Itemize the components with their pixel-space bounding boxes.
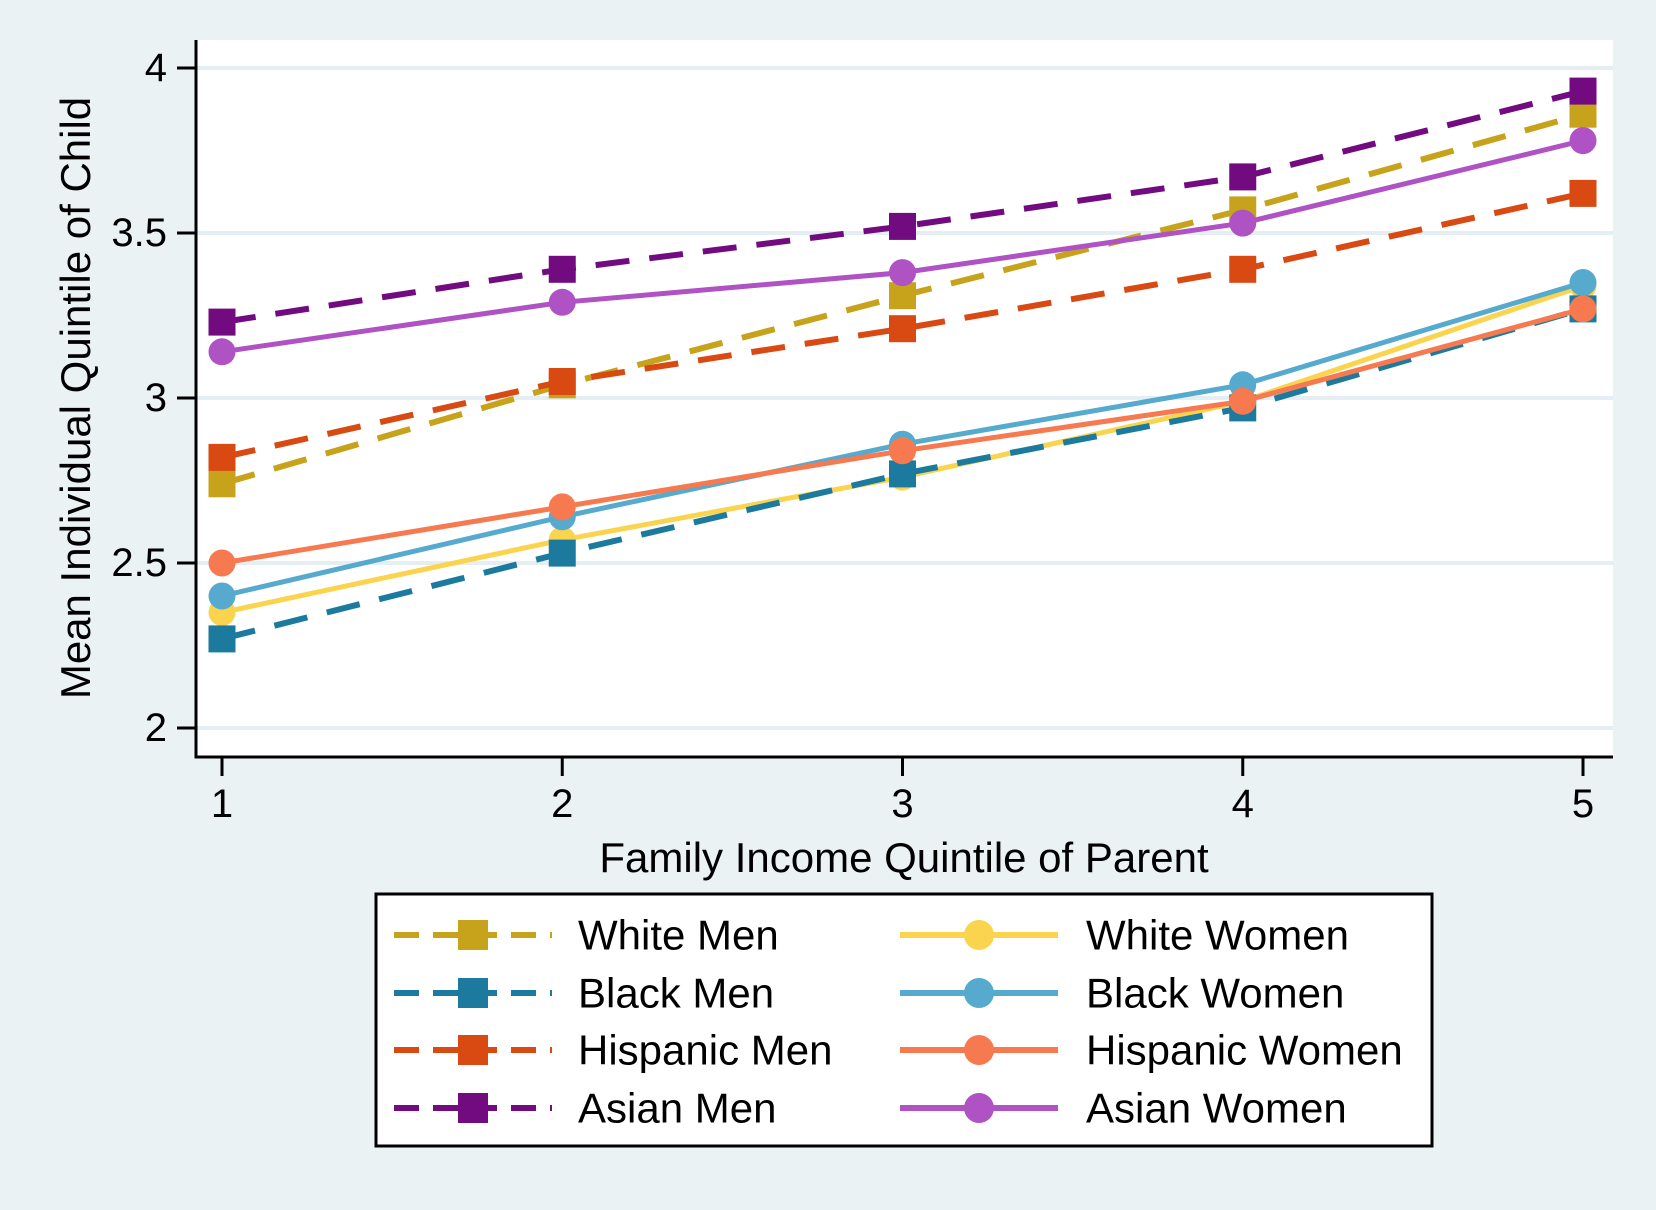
series-line-asian-men <box>221 88 1584 326</box>
legend-marker-square-white-men <box>458 920 488 950</box>
legend-label-white-men: White Men <box>578 912 779 959</box>
marker-circle-hispanic-women <box>548 493 576 521</box>
x-axis-title: Family Income Quintile of Parent <box>599 834 1209 881</box>
x-tick-label-2: 2 <box>551 782 573 826</box>
marker-circle-black-women <box>208 582 236 610</box>
marker-square-hispanic-men <box>1229 255 1257 283</box>
marker-circle-asian-women <box>548 288 576 316</box>
legend-label-black-men: Black Men <box>578 970 774 1017</box>
legend-item-asian-women: Asian Women <box>900 1085 1347 1132</box>
marker-square-hispanic-men <box>1569 179 1597 207</box>
y-axis-title: Mean Individual Quintile of Child <box>52 97 99 699</box>
marker-circle-hispanic-women <box>889 437 916 465</box>
axis-tick-labels: 22.533.541 2 3 4 5 <box>111 46 1594 826</box>
legend-marker-circle-white-women <box>964 920 994 950</box>
marker-square-asian-men <box>1229 163 1257 191</box>
series-line-hispanic-men <box>221 190 1584 461</box>
marker-square-black-men <box>548 539 576 567</box>
marker-square-hispanic-men <box>889 315 916 343</box>
legend: White Men Black Men Hispanic Men Asian Men W… <box>374 892 1434 1148</box>
legend-marker-square-hispanic-men <box>458 1035 488 1065</box>
legend-label-hispanic-men: Hispanic Men <box>578 1027 832 1074</box>
marker-circle-asian-women <box>889 259 916 287</box>
series-asian-women <box>208 127 1597 366</box>
x-tick-label-5: 5 <box>1572 782 1594 826</box>
marker-square-white-men <box>1569 100 1597 128</box>
marker-square-white-men <box>889 282 916 310</box>
legend-item-white-women: White Women <box>900 912 1349 959</box>
series-hispanic-men <box>208 179 1597 471</box>
marker-circle-hispanic-women <box>1569 295 1597 323</box>
marker-square-black-men <box>208 625 236 653</box>
marker-square-hispanic-men <box>208 443 236 471</box>
marker-circle-asian-women <box>1569 127 1597 155</box>
x-tick-label-3: 3 <box>891 782 913 826</box>
marker-square-hispanic-men <box>548 368 576 395</box>
legend-label-hispanic-women: Hispanic Women <box>1086 1027 1403 1074</box>
y-tick-label-2.5: 2.5 <box>111 541 167 585</box>
marker-square-asian-men <box>1569 77 1597 105</box>
marker-circle-hispanic-women <box>1229 387 1257 415</box>
legend-marker-circle-black-women <box>964 978 994 1008</box>
series-line-black-men <box>221 306 1584 642</box>
legend-label-asian-women: Asian Women <box>1086 1085 1347 1132</box>
legend-label-black-women: Black Women <box>1086 970 1344 1017</box>
marker-circle-asian-women <box>1229 209 1257 237</box>
y-tick-label-2: 2 <box>145 706 167 750</box>
x-tick-label-1: 1 <box>211 782 233 826</box>
marker-circle-hispanic-women <box>208 549 236 577</box>
marker-square-black-men <box>889 460 916 488</box>
legend-item-hispanic-men: Hispanic Men <box>394 1027 832 1074</box>
series-hispanic-women <box>208 295 1597 577</box>
marker-circle-asian-women <box>208 338 236 366</box>
x-tick-label-4: 4 <box>1232 782 1254 826</box>
series-asian-men <box>208 77 1597 336</box>
legend-marker-circle-hispanic-women <box>964 1035 994 1065</box>
legend-item-hispanic-women: Hispanic Women <box>900 1027 1403 1074</box>
legend-item-white-men: White Men <box>394 912 779 959</box>
marker-square-white-men <box>208 470 236 498</box>
y-tick-label-3.5: 3.5 <box>111 211 167 255</box>
legend-label-white-women: White Women <box>1086 912 1349 959</box>
axis-ticks <box>177 66 1585 776</box>
y-tick-label-4: 4 <box>145 46 167 90</box>
series-group <box>208 77 1597 653</box>
legend-item-black-women: Black Women <box>900 970 1344 1017</box>
legend-marker-circle-asian-women <box>964 1093 994 1123</box>
legend-marker-square-asian-men <box>458 1093 488 1123</box>
legend-item-asian-men: Asian Men <box>394 1085 776 1132</box>
marker-circle-black-women <box>1569 269 1597 296</box>
marker-square-asian-men <box>889 212 916 240</box>
legend-label-asian-men: Asian Men <box>578 1085 776 1132</box>
legend-marker-square-black-men <box>458 978 488 1008</box>
marker-square-asian-men <box>208 308 236 336</box>
legend-item-black-men: Black Men <box>394 970 774 1017</box>
y-tick-label-3: 3 <box>145 376 167 420</box>
marker-square-asian-men <box>548 255 576 283</box>
